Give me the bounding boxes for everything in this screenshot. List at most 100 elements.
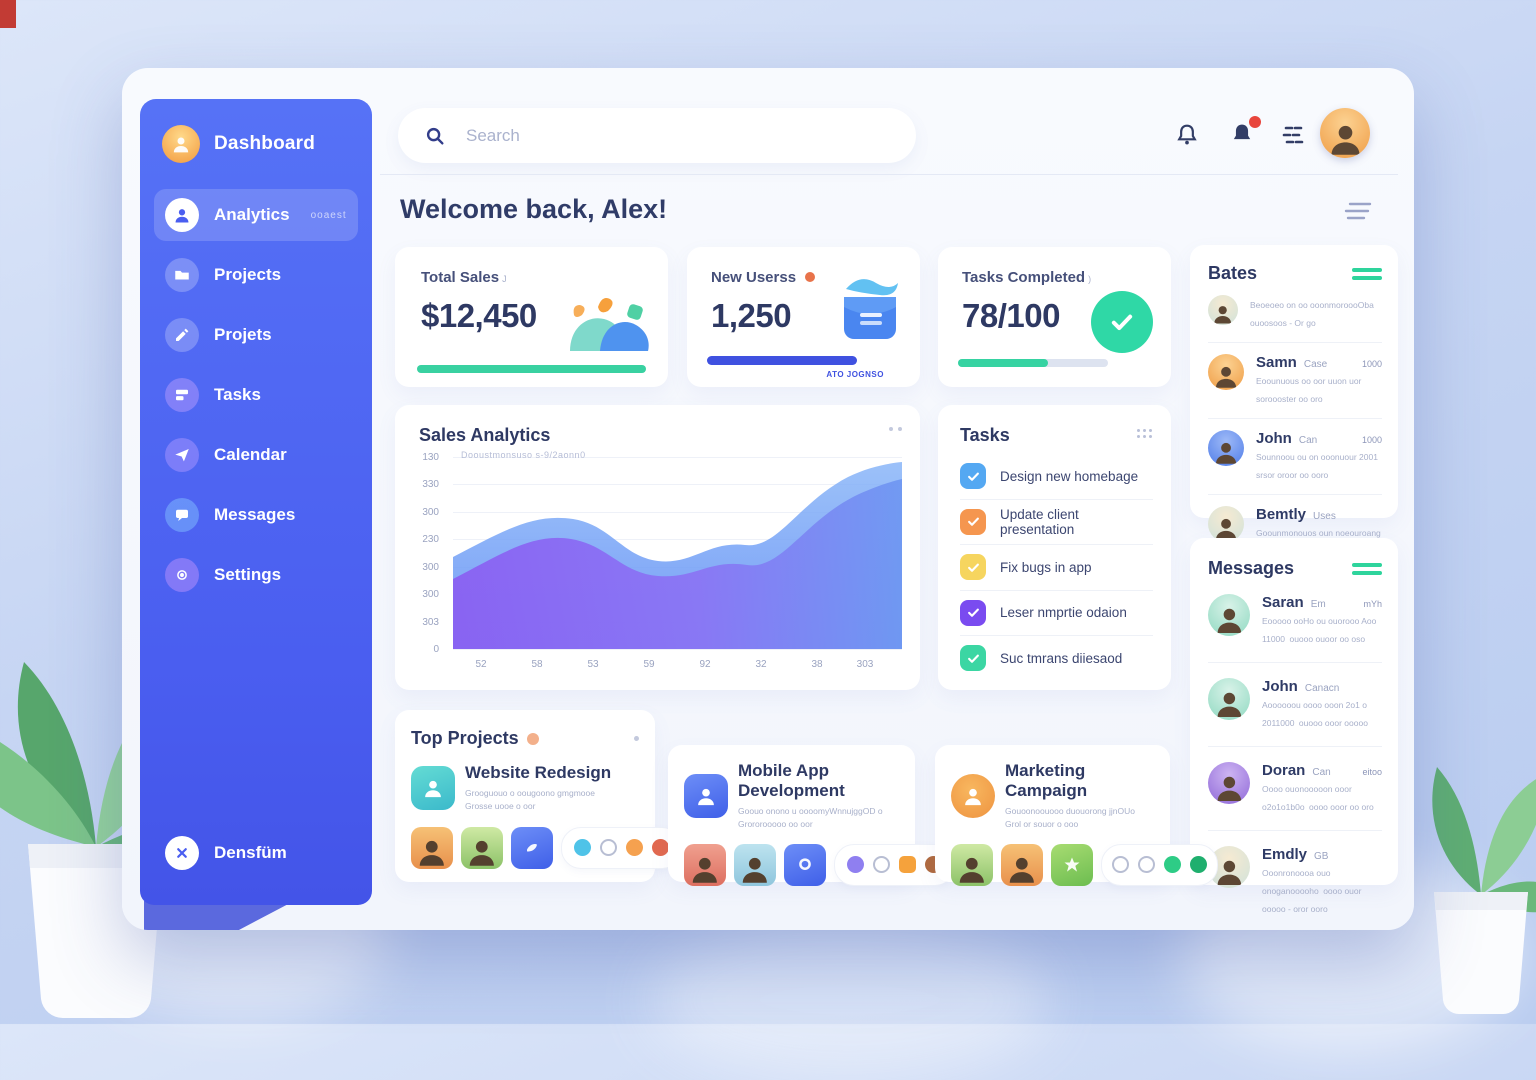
team-row[interactable]: John Can 1000 Sounnoou ou on ooonuour 2001…: [1208, 419, 1382, 495]
page-title: Welcome back, Alex!: [400, 194, 668, 224]
row-desc: oooo ouor ooooo - oror ooro: [1262, 886, 1362, 914]
task-label: Leser nmprtie odaion: [1000, 605, 1127, 621]
message-row[interactable]: Emdly GB Ooonronoooa ouo onoganooooho ooo…: [1208, 831, 1382, 930]
stat-card-tasks-completed[interactable]: Tasks Completed) 78/100: [938, 247, 1171, 387]
team-row[interactable]: Samn Case 1000 Eoounuous oo oor uuon uor s…: [1208, 343, 1382, 419]
message-row[interactable]: Saran Em mYh Eooooo ooHo ou ouorooo Aoo 11…: [1208, 579, 1382, 663]
member-avatar: [734, 843, 776, 886]
mini-icon-dark-green[interactable]: [1190, 856, 1207, 873]
stat-label: Tasks Completed: [962, 269, 1086, 286]
person-meta: 1000: [1361, 359, 1382, 369]
top-projects-title: Top Projects: [411, 728, 519, 748]
row-desc: Beoeoeo on oo ooonmoroooOba: [1250, 300, 1374, 310]
task-row[interactable]: Suc tmrans diiesaod: [960, 636, 1153, 681]
mini-icon-ring[interactable]: [873, 856, 890, 873]
row-desc: soroooster oo oro: [1256, 394, 1323, 404]
sidebar-item-label: Densfüm: [214, 843, 287, 862]
project-title: Website Redesign: [465, 763, 612, 782]
task-row[interactable]: Update client presentation: [960, 500, 1153, 545]
search-bar[interactable]: [398, 108, 916, 163]
mini-icon-teal[interactable]: [574, 839, 591, 856]
person-tag: Case: [1303, 359, 1328, 370]
project-card-website-redesign[interactable]: Top Projects Website Redesign Grooguouo …: [395, 710, 682, 882]
progress-bar-green: [417, 365, 646, 373]
sales-illustration: [570, 298, 649, 351]
project-tile-icon: [784, 843, 826, 886]
person-tag: Em: [1310, 599, 1326, 610]
row-desc: Sounnoou ou on ooonuour 2001: [1256, 452, 1378, 462]
project-desc: Goouo onono u oooomyWnnujggOD o: [738, 806, 883, 816]
sidebar-item-premium[interactable]: Densfüm: [154, 827, 358, 879]
checkbox-checked-icon[interactable]: [960, 463, 986, 490]
mini-icon-ring[interactable]: [1138, 856, 1155, 873]
avatar: [1208, 354, 1244, 390]
mini-icon-ring[interactable]: [600, 839, 617, 856]
task-row[interactable]: Design new homebage: [960, 454, 1153, 500]
dot-menu-icon[interactable]: [634, 736, 639, 741]
sidebar-item-projects-2[interactable]: Projets: [154, 309, 358, 361]
project-icon-person: [684, 773, 728, 818]
notification-bell-icon[interactable]: [1174, 122, 1200, 148]
team-title: Bates: [1208, 263, 1258, 283]
person-name: Bemtly: [1256, 506, 1307, 523]
team-row[interactable]: Beoeoeo on oo ooonmoroooOba ouoosoos - O…: [1208, 284, 1382, 343]
sidebar-item-label: Tasks: [214, 385, 261, 404]
stat-value: $12,450: [421, 297, 537, 334]
sidebar-item-projects[interactable]: Projects: [154, 249, 358, 301]
row-desc: ouoosoos - Or go: [1250, 318, 1316, 328]
project-card-marketing[interactable]: Marketing Campaign Gouoonoouooo duouoron…: [935, 745, 1218, 886]
row-desc: srsor oroor oo ooro: [1256, 470, 1329, 480]
person-tag: GB: [1314, 851, 1329, 862]
message-row[interactable]: John Canacn Aoooooou oooo ooon 2o1 o 2011…: [1208, 663, 1382, 747]
y-tick: 300: [422, 562, 439, 573]
menu-lines-icon[interactable]: [1282, 124, 1308, 146]
member-avatar: [461, 826, 503, 869]
reaction-pill: [561, 826, 682, 869]
x-tick: 32: [755, 659, 767, 670]
sidebar-item-messages[interactable]: Messages: [154, 489, 358, 541]
divider: [380, 174, 1398, 175]
project-title: Mobile App Development: [738, 761, 845, 800]
tasks-card: Tasks Design new homebage Update client …: [938, 405, 1171, 690]
mini-icon-red[interactable]: [652, 839, 669, 856]
checkbox-checked-icon[interactable]: [960, 554, 986, 581]
alert-bell-icon[interactable]: [1228, 116, 1261, 150]
person-name: Samn: [1256, 354, 1297, 371]
sidebar-item-label: Calendar: [214, 445, 287, 464]
search-input[interactable]: [464, 124, 890, 147]
stat-card-total-sales[interactable]: Total Sales J $12,450: [395, 247, 668, 387]
messages-card: Messages Saran Em mYh Eooooo ooHo ou ouoro…: [1190, 538, 1398, 914]
row-desc: ouooo ooor ooooo: [1298, 718, 1368, 728]
task-row[interactable]: Fix bugs in app: [960, 545, 1153, 591]
y-tick: 230: [422, 534, 439, 545]
mini-icon-orange[interactable]: [626, 839, 643, 856]
person-name: John: [1256, 430, 1292, 447]
orange-dot: [526, 732, 539, 745]
stat-card-new-users[interactable]: New Userss 1,250 ATO JOGNSO: [687, 247, 920, 387]
sidebar-item-calendar[interactable]: Calendar: [154, 429, 358, 481]
checkbox-checked-icon[interactable]: [960, 599, 986, 626]
sidebar-item-tasks[interactable]: Tasks: [154, 369, 358, 421]
project-card-mobile-app[interactable]: Mobile App Development Goouo onono u ooo…: [668, 745, 955, 886]
mini-icon-ring[interactable]: [1112, 856, 1129, 873]
green-equals-icon[interactable]: [1352, 264, 1382, 284]
mini-icon-green[interactable]: [1164, 856, 1181, 873]
sidebar-item-analytics[interactable]: Analytics ooaest: [154, 189, 358, 241]
stat-label: New Userss: [711, 269, 797, 286]
sidebar-item-settings[interactable]: Settings: [154, 549, 358, 601]
project-desc: Grororooooo oo oor: [738, 818, 813, 829]
filter-lines-icon[interactable]: [1344, 200, 1374, 222]
green-equals-icon[interactable]: [1352, 559, 1382, 579]
checkbox-checked-icon[interactable]: [960, 645, 986, 672]
task-row[interactable]: Leser nmprtie odaion: [960, 591, 1153, 636]
mini-icon-orange-square[interactable]: [899, 856, 916, 873]
user-avatar[interactable]: [1320, 108, 1370, 158]
avatar: [1208, 678, 1250, 720]
message-row[interactable]: Doran Can eitoo Oooo ouonooooon ooor o2o1o…: [1208, 747, 1382, 831]
dots-menu-icon[interactable]: [1137, 429, 1153, 438]
chat-icon: [165, 498, 199, 532]
pencil-icon: [165, 318, 199, 352]
checkbox-checked-icon[interactable]: [960, 508, 986, 535]
chart-menu-dots-icon[interactable]: [889, 427, 902, 431]
mini-icon-purple[interactable]: [847, 856, 864, 873]
